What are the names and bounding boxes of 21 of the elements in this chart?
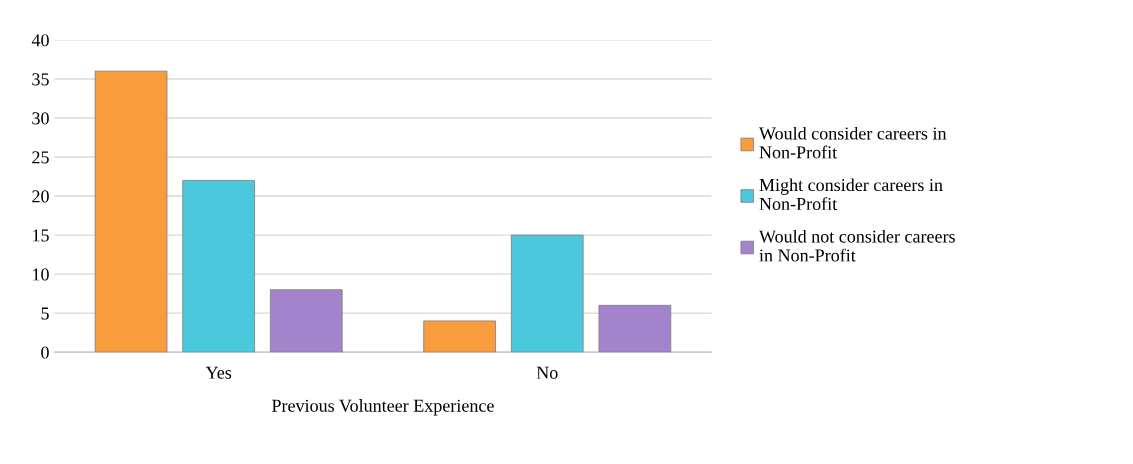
- y-tick-label: 25: [32, 151, 49, 164]
- y-tick-label: 10: [33, 268, 49, 281]
- bar: [598, 304, 672, 353]
- x-tick-label: Yes: [205, 366, 232, 379]
- y-tick-label: 5: [41, 307, 49, 320]
- legend-label: Would not consider careers in Non-Profit: [758, 229, 955, 262]
- y-tick-label: 35: [32, 73, 49, 86]
- y-tick-label: 20: [32, 190, 49, 203]
- legend-label: Might consider careers in Non-Profit: [759, 178, 943, 211]
- bar: [510, 234, 584, 353]
- x-axis-title: Previous Volunteer Experience: [271, 399, 494, 416]
- y-tick-label: 15: [33, 229, 49, 242]
- x-tick-label: No: [536, 366, 558, 379]
- bar: [182, 180, 256, 353]
- y-tick-label: 0: [41, 346, 49, 359]
- y-tick-label: 30: [32, 112, 49, 125]
- y-tick-label: 40: [31, 34, 49, 47]
- bar: [269, 289, 343, 353]
- bar: [94, 70, 168, 353]
- legend-label: Would consider careers in Non-Profit: [758, 126, 947, 159]
- bar: [423, 320, 496, 353]
